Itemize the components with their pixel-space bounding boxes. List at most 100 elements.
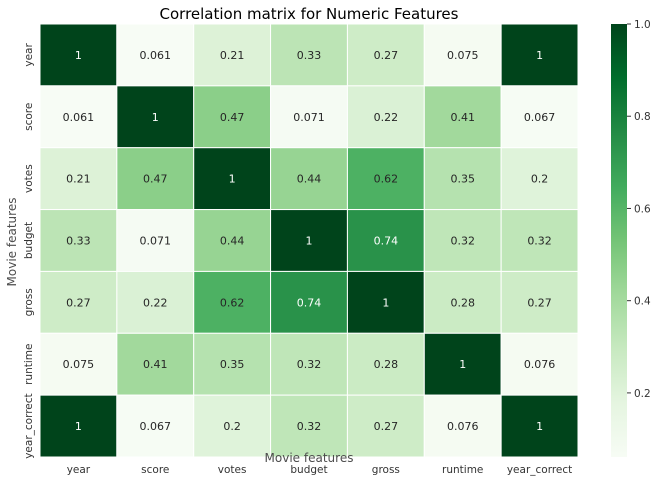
y-tick-label: gross xyxy=(23,288,35,316)
cell-value-label: 0.21 xyxy=(220,49,245,62)
heatmap-cell xyxy=(270,209,348,272)
y-tick-label: budget xyxy=(23,222,35,259)
heatmap-cell xyxy=(423,209,502,272)
cell-value-label: 0.067 xyxy=(140,420,172,433)
cell-value-label: 0.22 xyxy=(143,296,168,309)
cell-value-label: 0.33 xyxy=(297,49,322,62)
y-axis-label: Movie features xyxy=(5,198,19,287)
x-tick-label: gross xyxy=(372,464,400,476)
heatmap-cell xyxy=(39,270,118,334)
heatmap-cell xyxy=(193,332,272,396)
cell-value-label: 1 xyxy=(382,296,389,309)
cell-value-label: 0.62 xyxy=(374,173,399,186)
cell-value-label: 1 xyxy=(75,420,82,433)
heatmap-cell-labels: 1 0.061 0.21 0.33 0.27 0.075 10.061 1 0.47 0.071 0… xyxy=(63,49,556,433)
heatmap-cell xyxy=(270,394,348,458)
heatmap-cells xyxy=(39,23,579,458)
chart-title: Correlation matrix for Numeric Features xyxy=(160,5,459,23)
heatmap-cell xyxy=(193,23,272,87)
cell-value-label: 0.74 xyxy=(374,235,399,248)
cell-value-label: 0.071 xyxy=(140,235,172,248)
heatmap-cell xyxy=(423,394,502,458)
cell-value-label: 1 xyxy=(536,420,543,433)
heatmap-cell xyxy=(39,332,118,396)
x-axis-label: Movie features xyxy=(265,451,354,465)
cell-value-label: 0.28 xyxy=(374,358,399,371)
cell-value-label: 1 xyxy=(229,173,236,186)
cell-value-label: 0.32 xyxy=(527,235,552,248)
heatmap-cell xyxy=(39,394,118,458)
cell-value-label: 1 xyxy=(536,49,543,62)
cell-value-label: 0.74 xyxy=(297,296,322,309)
cell-value-label: 0.075 xyxy=(63,358,95,371)
heatmap-cell xyxy=(500,332,579,396)
cell-value-label: 0.28 xyxy=(450,296,475,309)
colorbar-ticks: 0.2 0.4 0.6 0.8 1.0 xyxy=(627,19,651,400)
cell-value-label: 0.47 xyxy=(143,173,168,186)
heatmap-cell xyxy=(423,147,502,211)
cell-value-label: 0.47 xyxy=(220,111,245,124)
cell-value-label: 0.32 xyxy=(450,235,475,248)
cell-value-label: 0.22 xyxy=(374,111,399,124)
x-tick-label: year_correct xyxy=(507,464,572,476)
heatmap-cell xyxy=(346,147,425,211)
heatmap-cell xyxy=(193,270,272,334)
heatmap-cell xyxy=(500,147,579,211)
heatmap-cell xyxy=(193,147,272,211)
cell-value-label: 0.061 xyxy=(140,49,172,62)
cell-value-label: 0.27 xyxy=(374,49,399,62)
x-tick-label: score xyxy=(141,464,169,476)
heatmap-cell xyxy=(423,23,502,87)
cell-value-label: 1 xyxy=(306,235,313,248)
heatmap-cell xyxy=(346,85,425,149)
cell-value-label: 0.41 xyxy=(143,358,168,371)
colorbar-tick-label: 0.6 xyxy=(634,203,651,215)
heatmap-cell xyxy=(116,23,195,87)
cell-value-label: 0.076 xyxy=(447,420,479,433)
y-tick-label: year xyxy=(23,43,35,67)
cell-value-label: 1 xyxy=(75,49,82,62)
x-tick-labels: year score votes budget gross runtime year_cor… xyxy=(67,464,573,476)
heatmap-cell xyxy=(116,332,195,396)
colorbar-tick-label: 0.4 xyxy=(634,296,651,308)
heatmap-cell xyxy=(500,85,579,149)
cell-value-label: 0.44 xyxy=(297,173,322,186)
cell-value-label: 1 xyxy=(152,111,159,124)
colorbar-tick-label: 0.2 xyxy=(634,388,651,400)
cell-value-label: 0.27 xyxy=(527,296,552,309)
cell-value-label: 0.32 xyxy=(297,358,322,371)
heatmap-cell xyxy=(500,394,579,458)
heatmap-cell xyxy=(500,209,579,272)
heatmap-cell xyxy=(116,147,195,211)
cell-value-label: 0.27 xyxy=(374,420,399,433)
cell-value-label: 0.067 xyxy=(524,111,556,124)
heatmap-cell xyxy=(193,85,272,149)
heatmap-cell xyxy=(39,23,118,87)
cell-value-label: 0.061 xyxy=(63,111,95,124)
y-tick-label: year_correct xyxy=(23,393,35,458)
cell-value-label: 0.27 xyxy=(66,296,91,309)
cell-value-label: 0.33 xyxy=(66,235,91,248)
colorbar-tick-label: 0.8 xyxy=(634,111,651,123)
heatmap-cell xyxy=(270,147,348,211)
cell-value-label: 0.076 xyxy=(524,358,556,371)
cell-value-label: 0.071 xyxy=(293,111,325,124)
y-tick-label: votes xyxy=(23,164,35,193)
colorbar xyxy=(611,24,627,457)
heatmap-cell xyxy=(39,85,118,149)
x-tick-label: budget xyxy=(290,464,327,476)
colorbar-tick-label: 1.0 xyxy=(634,19,651,31)
heatmap-cell xyxy=(116,209,195,272)
cell-value-label: 1 xyxy=(459,358,466,371)
heatmap-cell xyxy=(346,394,425,458)
x-tick-label: votes xyxy=(218,464,247,476)
heatmap-cell xyxy=(270,23,348,87)
cell-value-label: 0.2 xyxy=(223,420,241,433)
x-tick-label: runtime xyxy=(442,464,483,476)
y-tick-label: runtime xyxy=(23,344,35,385)
cell-value-label: 0.32 xyxy=(297,420,322,433)
cell-value-label: 0.075 xyxy=(447,49,479,62)
cell-value-label: 0.44 xyxy=(220,235,245,248)
heatmap-cell xyxy=(193,394,272,458)
